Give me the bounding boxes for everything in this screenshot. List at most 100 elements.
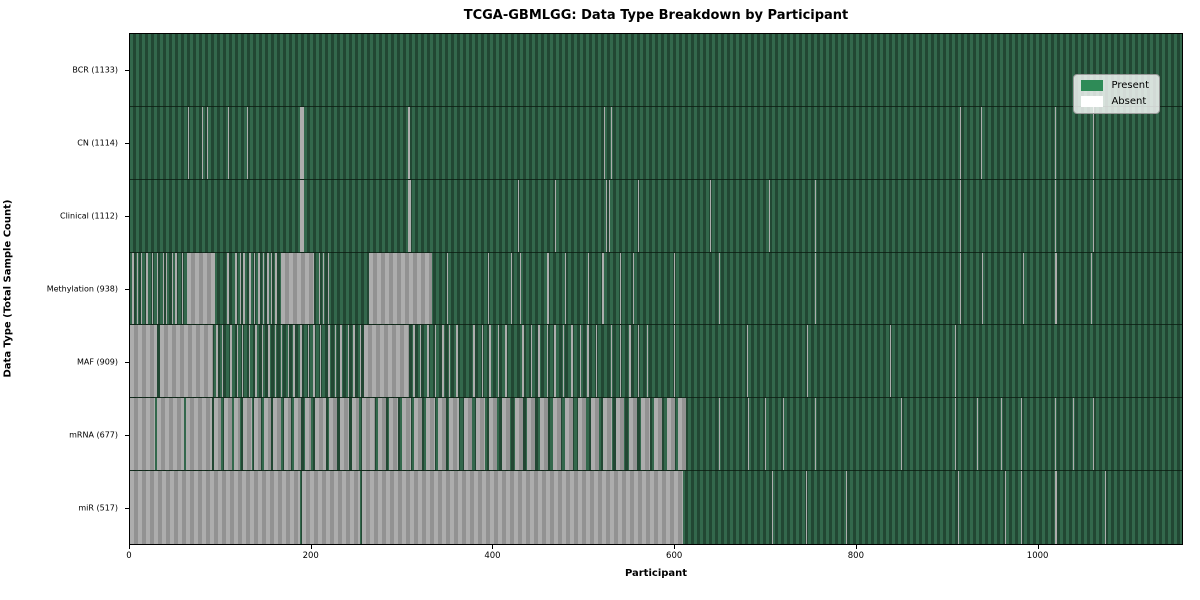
absent-segment bbox=[130, 325, 158, 398]
x-tick-label-0: 0 bbox=[126, 551, 132, 561]
absent-segment bbox=[933, 398, 935, 471]
absent-segment bbox=[1073, 398, 1075, 471]
absent-segment bbox=[207, 106, 208, 179]
absent-segment bbox=[227, 252, 229, 325]
absent-segment bbox=[1000, 398, 1002, 471]
absent-segment bbox=[271, 252, 273, 325]
absent-segment bbox=[368, 106, 370, 179]
absent-segment bbox=[307, 325, 309, 398]
absent-segment bbox=[302, 471, 361, 544]
absent-segment bbox=[130, 398, 156, 471]
absent-segment bbox=[959, 106, 961, 179]
absent-segment bbox=[1093, 106, 1095, 179]
absent-segment bbox=[489, 325, 491, 398]
absent-segment bbox=[579, 325, 581, 398]
absent-segment bbox=[360, 325, 362, 398]
x-tick-mark bbox=[129, 545, 130, 549]
absent-segment bbox=[1055, 471, 1057, 544]
absent-segment bbox=[315, 398, 326, 471]
y-axis-label: Data Type (Total Sample Count) bbox=[2, 199, 14, 378]
absent-segment bbox=[710, 179, 712, 252]
absent-segment bbox=[412, 325, 415, 398]
absent-segment bbox=[267, 325, 270, 398]
absent-segment bbox=[728, 471, 730, 544]
absent-segment bbox=[221, 325, 224, 398]
absent-segment bbox=[231, 252, 233, 325]
absent-segment bbox=[955, 398, 957, 471]
absent-segment bbox=[846, 471, 848, 544]
absent-segment bbox=[137, 252, 139, 325]
absent-segment bbox=[746, 325, 748, 398]
absent-segment bbox=[159, 325, 214, 398]
legend-item-absent: Absent bbox=[1081, 96, 1149, 107]
absent-segment bbox=[216, 325, 218, 398]
absent-segment bbox=[1055, 398, 1056, 471]
absent-segment bbox=[157, 398, 185, 471]
absent-segment bbox=[498, 325, 500, 398]
y-tick-mark bbox=[125, 142, 129, 144]
absent-segment bbox=[130, 471, 301, 544]
y-tick-mark bbox=[125, 508, 129, 510]
absent-segment bbox=[1093, 179, 1095, 252]
absent-segment bbox=[327, 325, 330, 398]
absent-segment bbox=[212, 179, 214, 252]
absent-segment bbox=[610, 106, 612, 179]
absent-segment bbox=[257, 252, 260, 325]
absent-segment bbox=[900, 398, 902, 471]
absent-segment bbox=[413, 398, 422, 471]
absent-segment bbox=[555, 179, 557, 252]
absent-segment bbox=[243, 398, 252, 471]
y-tick-label-mrna: mRNA (677) bbox=[69, 430, 118, 440]
absent-segment bbox=[352, 398, 359, 471]
absent-segment bbox=[441, 325, 444, 398]
absent-segment bbox=[637, 179, 639, 252]
absent-segment bbox=[140, 252, 142, 325]
absent-segment bbox=[234, 398, 240, 471]
absent-segment bbox=[447, 252, 449, 325]
absent-segment bbox=[1127, 398, 1129, 471]
absent-segment bbox=[151, 252, 153, 325]
absent-segment bbox=[402, 398, 412, 471]
absent-segment bbox=[1055, 106, 1056, 179]
absent-segment bbox=[619, 325, 621, 398]
absent-segment bbox=[328, 398, 337, 471]
absent-segment bbox=[606, 179, 608, 252]
absent-segment bbox=[323, 252, 325, 325]
absent-segment bbox=[472, 325, 475, 398]
absent-segment bbox=[284, 398, 291, 471]
absent-segment bbox=[547, 325, 549, 398]
row-clinical bbox=[130, 179, 1182, 253]
absent-segment bbox=[239, 252, 241, 325]
absent-segment bbox=[977, 398, 978, 471]
y-tick-label-mir: miR (517) bbox=[78, 503, 118, 513]
absent-segment bbox=[241, 325, 244, 398]
absent-segment bbox=[162, 252, 164, 325]
absent-segment bbox=[982, 252, 984, 325]
absent-segment bbox=[1021, 398, 1023, 471]
row-methylation bbox=[130, 252, 1182, 326]
absent-segment bbox=[449, 325, 451, 398]
absent-segment bbox=[334, 325, 336, 398]
absent-segment bbox=[1127, 179, 1129, 252]
y-tick-label-clinical: Clinical (1112) bbox=[60, 211, 118, 221]
absent-segment bbox=[505, 325, 508, 398]
absent-segment bbox=[465, 252, 467, 325]
absent-segment bbox=[980, 106, 982, 179]
chart-title: TCGA-GBMLGG: Data Type Breakdown by Part… bbox=[463, 8, 849, 23]
absent-segment bbox=[181, 252, 183, 325]
absent-segment bbox=[539, 398, 549, 471]
absent-segment bbox=[596, 325, 598, 398]
x-axis-label: Participant bbox=[624, 568, 688, 579]
absent-segment bbox=[814, 252, 816, 325]
absent-segment bbox=[248, 325, 250, 398]
x-tick-label-600: 600 bbox=[666, 551, 683, 561]
absent-segment bbox=[456, 325, 459, 398]
absent-segment bbox=[224, 398, 232, 471]
row-maf bbox=[130, 325, 1182, 399]
present-swatch bbox=[1081, 80, 1104, 91]
absent-segment bbox=[1091, 252, 1093, 325]
absent-segment bbox=[637, 325, 639, 398]
y-tick-label-bcr: BCR (1133) bbox=[72, 65, 118, 75]
absent-segment bbox=[146, 252, 149, 325]
absent-segment bbox=[353, 325, 355, 398]
